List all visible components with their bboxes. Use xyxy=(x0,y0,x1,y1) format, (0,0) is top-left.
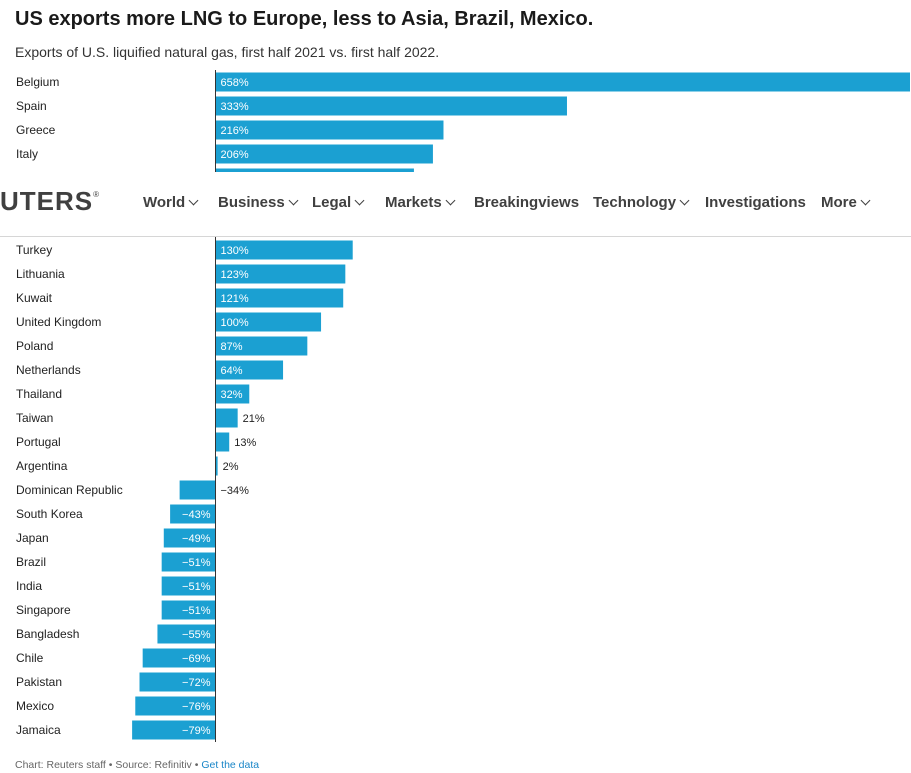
value-label: −76% xyxy=(182,701,211,713)
bar xyxy=(161,552,216,572)
value-label: 123% xyxy=(221,269,249,281)
bar xyxy=(215,240,353,260)
footer-credit: Chart: Reuters staff • Source: Refinitiv… xyxy=(15,759,202,771)
bar xyxy=(170,504,216,524)
category-label: Bangladesh xyxy=(16,627,79,641)
bar xyxy=(215,456,218,476)
bar xyxy=(215,72,910,92)
bar xyxy=(215,120,444,140)
bar xyxy=(139,672,216,692)
bar xyxy=(142,648,216,668)
category-label: Argentina xyxy=(16,459,68,473)
value-label: 21% xyxy=(243,413,265,425)
bar xyxy=(157,624,216,644)
reuters-nav-bar: UTERS® World Business Legal Markets Brea… xyxy=(0,172,911,237)
value-label: −79% xyxy=(182,725,211,737)
category-label: Pakistan xyxy=(16,675,62,689)
value-label: −49% xyxy=(182,533,211,545)
category-label: Italy xyxy=(16,147,38,161)
value-label: −51% xyxy=(182,581,211,593)
value-label: 87% xyxy=(221,341,243,353)
nav-technology[interactable]: Technology xyxy=(593,194,690,211)
value-label: 64% xyxy=(221,365,243,377)
category-label: Portugal xyxy=(16,435,61,449)
nav-business[interactable]: Business xyxy=(218,194,299,211)
chevron-down-icon xyxy=(679,195,690,206)
bar xyxy=(215,96,567,116)
category-label: Kuwait xyxy=(16,291,53,305)
bar xyxy=(179,480,216,500)
category-label: United Kingdom xyxy=(16,315,101,329)
value-label: −55% xyxy=(182,629,211,641)
bar xyxy=(215,360,284,380)
category-label: India xyxy=(16,579,42,593)
chevron-down-icon xyxy=(354,195,365,206)
value-label: 2% xyxy=(223,461,239,473)
category-label: South Korea xyxy=(16,507,83,521)
value-label: 32% xyxy=(221,389,243,401)
chart-subtitle: Exports of U.S. liquified natural gas, f… xyxy=(15,44,440,60)
category-label: Lithuania xyxy=(16,267,65,281)
chevron-down-icon xyxy=(860,195,871,206)
value-label: 658% xyxy=(221,77,249,89)
bar xyxy=(215,408,238,428)
bar xyxy=(163,528,216,548)
category-label: Jamaica xyxy=(16,723,61,737)
value-label: −43% xyxy=(182,509,211,521)
chevron-down-icon xyxy=(188,195,199,206)
bar xyxy=(161,576,216,596)
category-label: Belgium xyxy=(16,75,59,89)
reuters-logo[interactable]: UTERS® xyxy=(0,186,101,216)
bar xyxy=(215,264,346,284)
nav-more[interactable]: More xyxy=(821,194,871,211)
bar xyxy=(215,312,322,332)
category-label: Brazil xyxy=(16,555,46,569)
category-label: Mexico xyxy=(16,699,54,713)
value-label: 216% xyxy=(221,125,249,137)
nav-markets[interactable]: Markets xyxy=(385,194,456,211)
nav-breakingviews[interactable]: Breakingviews xyxy=(474,194,580,211)
category-label: Taiwan xyxy=(16,411,53,425)
category-label: Spain xyxy=(16,99,47,113)
bar xyxy=(215,336,308,356)
bar xyxy=(215,288,344,308)
bar xyxy=(161,600,216,620)
chevron-down-icon xyxy=(445,195,456,206)
category-label: Dominican Republic xyxy=(16,483,123,497)
value-label: 121% xyxy=(221,293,249,305)
chart-title: US exports more LNG to Europe, less to A… xyxy=(15,8,594,30)
bar xyxy=(132,720,216,740)
category-label: Greece xyxy=(16,123,56,137)
value-label: 100% xyxy=(221,317,249,329)
nav-investigations[interactable]: Investigations xyxy=(705,194,806,211)
bar xyxy=(215,144,433,164)
category-label: Chile xyxy=(16,651,44,665)
nav-legal[interactable]: Legal xyxy=(312,194,365,211)
category-label: Thailand xyxy=(16,387,62,401)
value-label: −51% xyxy=(182,605,211,617)
category-label: Singapore xyxy=(16,603,71,617)
category-label: Poland xyxy=(16,339,53,353)
value-label: −72% xyxy=(182,677,211,689)
chevron-down-icon xyxy=(288,195,299,206)
value-label: −51% xyxy=(182,557,211,569)
value-label: 13% xyxy=(234,437,256,449)
value-label: 333% xyxy=(221,101,249,113)
bar xyxy=(135,696,216,716)
value-label: 206% xyxy=(221,149,249,161)
get-data-link[interactable]: Get the data xyxy=(201,759,260,771)
bar xyxy=(215,384,250,404)
value-label: 130% xyxy=(221,245,249,257)
category-label: Japan xyxy=(16,531,49,545)
chart-footer: Chart: Reuters staff • Source: Refinitiv… xyxy=(15,759,259,771)
value-label: −34% xyxy=(221,485,250,497)
category-label: Netherlands xyxy=(16,363,81,377)
category-label: Turkey xyxy=(16,243,52,257)
nav-world[interactable]: World xyxy=(143,194,199,211)
value-label: −69% xyxy=(182,653,211,665)
bar xyxy=(215,432,230,452)
